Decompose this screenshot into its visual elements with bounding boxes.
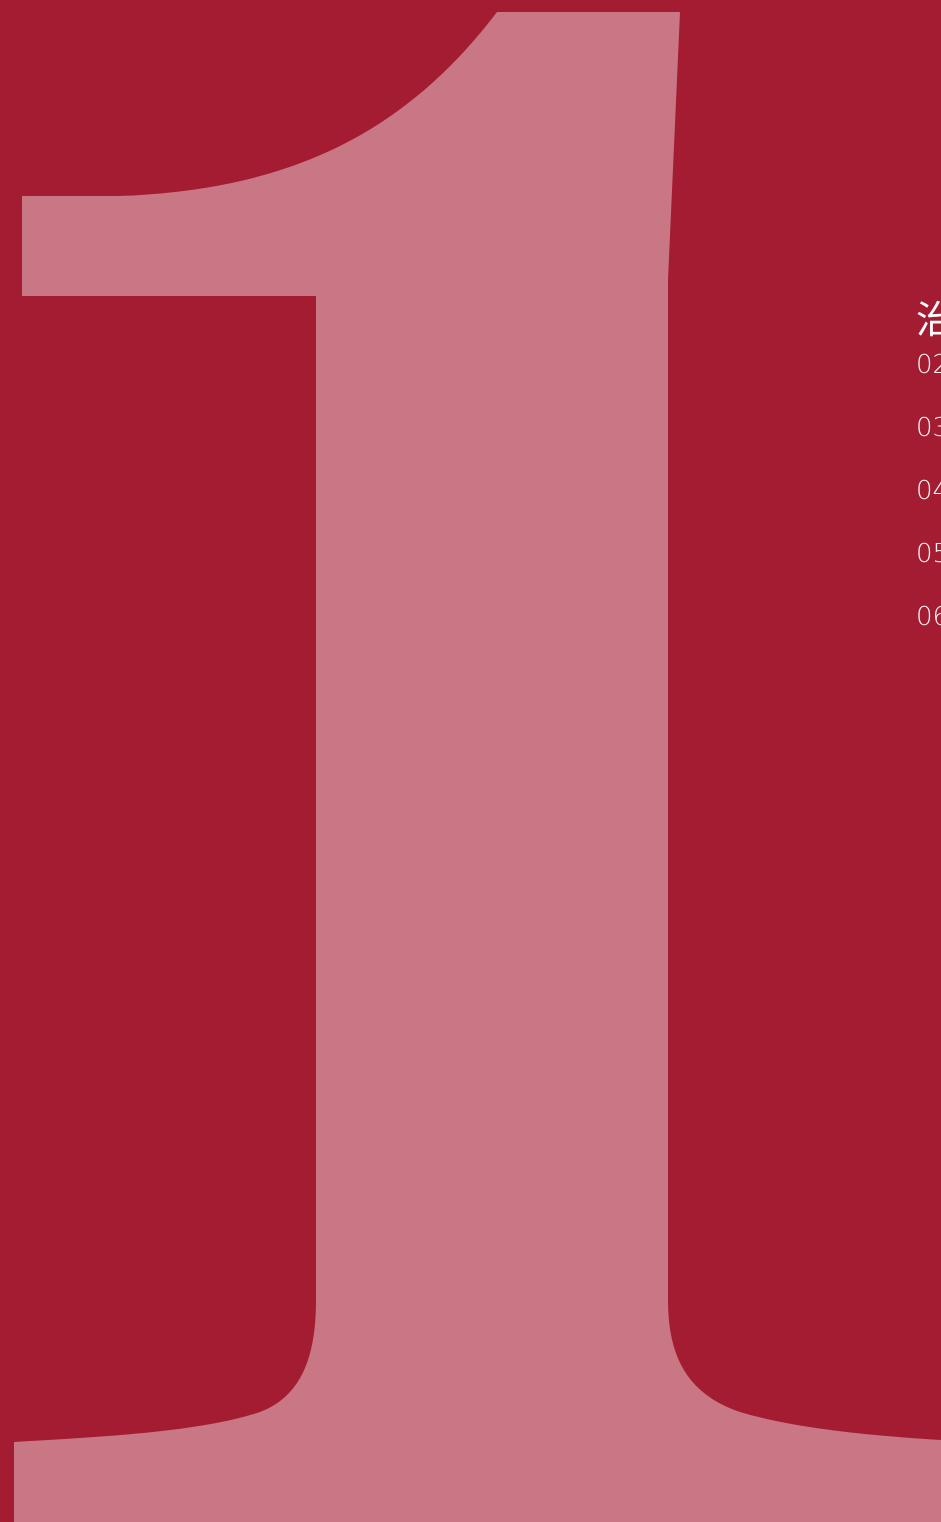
toc-item[interactable]: 06: [916, 602, 941, 632]
toc-item[interactable]: 05: [916, 539, 941, 569]
table-of-contents: 治 02 03 04 05 06: [916, 296, 941, 665]
toc-heading: 治: [916, 298, 941, 342]
toc-item[interactable]: 03: [916, 413, 941, 443]
toc-item[interactable]: 04: [916, 476, 941, 506]
toc-list: 02 03 04 05 06: [916, 350, 941, 632]
numeral-one-shape: [14, 12, 941, 1522]
toc-item[interactable]: 02: [916, 350, 941, 380]
